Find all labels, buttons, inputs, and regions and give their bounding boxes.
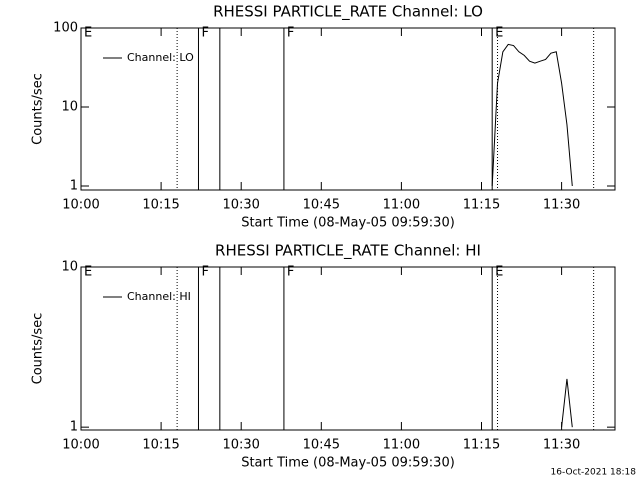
marker-label: E — [84, 265, 92, 280]
x-tick-label: 11:00 — [383, 438, 420, 453]
marker-label: F — [287, 26, 294, 41]
y-axis-label: Counts/sec — [31, 73, 46, 145]
y-tick-label: 10 — [61, 100, 78, 115]
x-axis-label: Start Time (08-May-05 09:59:30) — [241, 456, 455, 471]
x-tick-label: 10:15 — [142, 198, 179, 213]
chart-title: RHESSI PARTICLE_RATE Channel: HI — [215, 242, 481, 261]
data-line — [561, 378, 573, 428]
footer: 16-Oct-2021 18:18 — [551, 468, 637, 478]
x-tick-label: 11:00 — [383, 198, 420, 213]
legend-label: Channel: LO — [127, 51, 194, 64]
y-tick-label: 10 — [61, 260, 78, 275]
marker-label: E — [84, 26, 92, 41]
x-tick-label: 11:30 — [543, 438, 580, 453]
chart-title: RHESSI PARTICLE_RATE Channel: LO — [213, 3, 483, 22]
y-axis-label: Counts/sec — [31, 313, 46, 385]
x-tick-label: 10:30 — [222, 198, 259, 213]
x-tick-label: 11:15 — [463, 198, 500, 213]
legend-label: Channel: HI — [127, 290, 191, 303]
x-tick-label: 11:15 — [463, 438, 500, 453]
x-tick-label: 10:30 — [222, 438, 259, 453]
x-tick-label: 10:45 — [303, 438, 340, 453]
x-axis-label: Start Time (08-May-05 09:59:30) — [241, 216, 455, 231]
marker-label: F — [201, 265, 208, 280]
data-line — [491, 43, 573, 187]
y-tick-label: 1 — [70, 179, 78, 194]
y-tick-label: 100 — [53, 21, 78, 36]
marker-label: F — [201, 26, 208, 41]
x-tick-label: 10:00 — [62, 198, 99, 213]
marker-label: E — [495, 26, 503, 41]
x-tick-label: 10:15 — [142, 438, 179, 453]
y-tick-label: 1 — [70, 420, 78, 435]
x-tick-label: 10:45 — [303, 198, 340, 213]
x-tick-label: 11:30 — [543, 198, 580, 213]
marker-label: F — [287, 265, 294, 280]
x-tick-label: 10:00 — [62, 438, 99, 453]
marker-label: E — [495, 265, 503, 280]
